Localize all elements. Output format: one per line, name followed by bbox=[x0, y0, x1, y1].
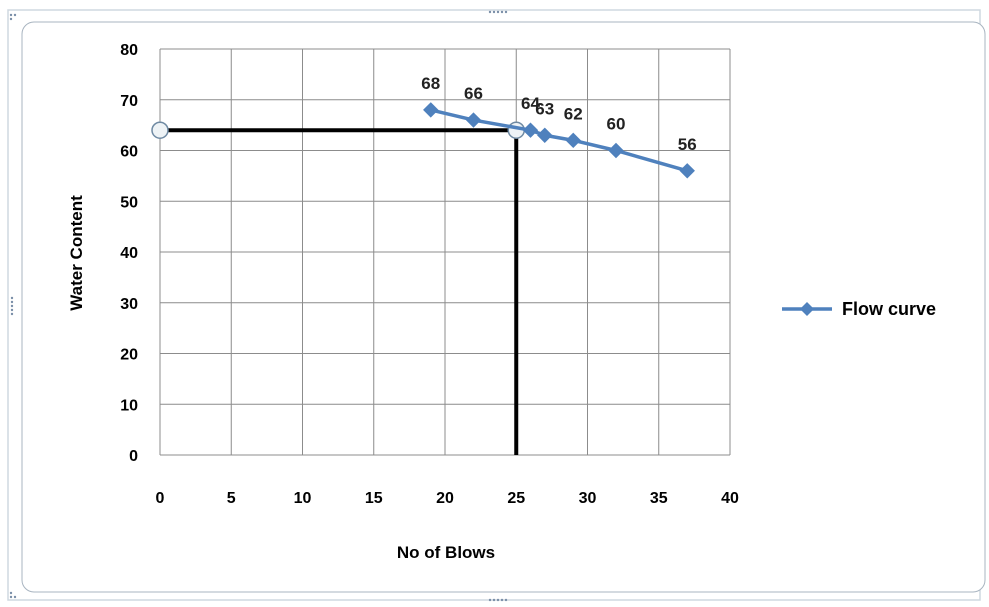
y-tick-label: 30 bbox=[120, 296, 138, 313]
x-tick-label: 10 bbox=[294, 490, 312, 507]
x-tick-label: 30 bbox=[579, 490, 597, 507]
gridlines bbox=[159, 48, 731, 456]
data-point[interactable] bbox=[522, 122, 539, 138]
data-point[interactable] bbox=[537, 127, 553, 143]
x-tick-label: 20 bbox=[436, 490, 454, 507]
data-point[interactable] bbox=[679, 163, 695, 179]
x-axis-tick-labels: 0 5 10 15 20 25 30 35 40 bbox=[156, 490, 739, 507]
data-point[interactable] bbox=[565, 132, 581, 149]
series-flow-curve[interactable] bbox=[423, 102, 695, 179]
y-tick-label: 70 bbox=[120, 93, 138, 110]
data-point[interactable] bbox=[423, 102, 439, 118]
x-axis-title: No of Blows bbox=[397, 543, 495, 562]
resize-handle-corner-tl[interactable] bbox=[9, 13, 17, 21]
data-point[interactable] bbox=[608, 142, 624, 159]
y-axis-tick-labels: 0 10 20 30 40 50 60 70 80 bbox=[120, 42, 138, 465]
resize-handle-corner-bl[interactable] bbox=[9, 591, 17, 599]
resize-handle-top[interactable] bbox=[488, 10, 508, 14]
x-tick-label: 15 bbox=[365, 490, 383, 507]
y-tick-label: 50 bbox=[120, 194, 138, 211]
data-label: 68 bbox=[421, 74, 440, 93]
reference-line-handle[interactable] bbox=[151, 121, 169, 139]
x-tick-label: 25 bbox=[507, 490, 525, 507]
chart-area-inner-border bbox=[21, 21, 986, 593]
data-label: 60 bbox=[607, 115, 626, 134]
x-tick-label: 5 bbox=[227, 490, 236, 507]
data-label: 56 bbox=[678, 135, 697, 154]
y-tick-label: 0 bbox=[129, 448, 138, 465]
y-axis-title: Water Content bbox=[67, 195, 86, 311]
x-tick-label: 0 bbox=[156, 490, 165, 507]
resize-handle-left[interactable] bbox=[10, 296, 14, 316]
y-tick-label: 80 bbox=[120, 42, 138, 59]
legend-label: Flow curve bbox=[842, 299, 936, 319]
legend[interactable]: Flow curve bbox=[782, 299, 936, 319]
y-tick-label: 10 bbox=[120, 397, 138, 414]
data-label: 63 bbox=[535, 99, 554, 118]
x-tick-label: 35 bbox=[650, 490, 668, 507]
y-tick-label: 40 bbox=[120, 245, 138, 262]
data-label: 66 bbox=[464, 84, 483, 103]
y-tick-label: 60 bbox=[120, 144, 138, 161]
data-label: 64 bbox=[521, 94, 540, 113]
data-point[interactable] bbox=[465, 112, 482, 128]
x-tick-label: 40 bbox=[721, 490, 739, 507]
y-tick-label: 20 bbox=[120, 347, 138, 364]
legend-marker bbox=[800, 302, 814, 316]
data-label: 62 bbox=[564, 104, 583, 123]
resize-handle-bottom[interactable] bbox=[488, 598, 508, 602]
